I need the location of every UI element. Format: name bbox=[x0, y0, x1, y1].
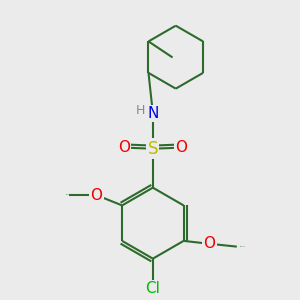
Text: methoxy: methoxy bbox=[240, 245, 246, 247]
Text: methoxy: methoxy bbox=[66, 194, 72, 195]
Text: N: N bbox=[147, 106, 158, 121]
Text: O: O bbox=[90, 188, 102, 202]
Text: S: S bbox=[148, 140, 158, 158]
Text: Cl: Cl bbox=[146, 281, 160, 296]
Text: O: O bbox=[203, 236, 215, 251]
Text: O: O bbox=[118, 140, 130, 155]
Text: H: H bbox=[136, 104, 145, 118]
Text: O: O bbox=[176, 140, 188, 155]
